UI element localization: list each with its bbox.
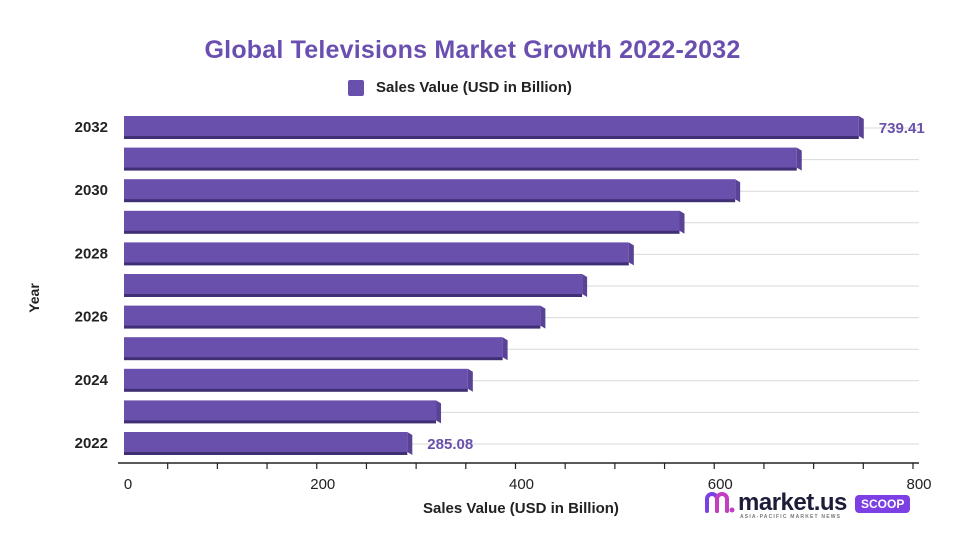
y-tick-label: 2022	[75, 435, 108, 452]
bar-2028	[124, 242, 629, 263]
logo-subtext: ASIA-PACIFIC MARKET NEWS	[740, 514, 842, 520]
bar-2031	[124, 147, 797, 168]
bar-shadow	[124, 324, 541, 329]
bar-shadow	[124, 198, 736, 203]
bar-end-2028	[628, 242, 634, 266]
bar-end-2031	[796, 147, 802, 171]
bar-2032	[124, 116, 859, 136]
y-axis-title: Year	[26, 283, 42, 313]
bar-end-2025	[502, 337, 508, 361]
y-tick-label: 2026	[75, 309, 108, 326]
bar-shadow	[124, 293, 583, 297]
x-tick-label: 200	[310, 476, 335, 493]
y-tick-label: 2028	[75, 245, 108, 262]
data-label: 285.08	[427, 436, 473, 453]
bar-2024	[124, 368, 468, 389]
bar-2023	[124, 400, 437, 421]
bar-end-2026	[540, 305, 546, 329]
chart-legend: Sales Value (USD in Billion)	[348, 79, 572, 96]
bar-2025	[124, 337, 503, 358]
bar-shadow	[124, 229, 680, 234]
bar-2027	[124, 274, 583, 294]
data-label: 739.41	[879, 120, 925, 137]
y-tick-label: 2024	[75, 372, 109, 389]
x-axis-title: Sales Value (USD in Billion)	[423, 500, 619, 517]
bar-end-2027	[582, 274, 588, 297]
bar-2030	[124, 179, 736, 200]
y-tick-label: 2030	[75, 182, 108, 199]
logo-badge: SCOOP	[855, 495, 911, 513]
bar-end-2024	[467, 368, 473, 392]
bar-end-2030	[735, 179, 741, 203]
x-tick-label: 600	[708, 476, 733, 493]
x-tick-label: 800	[906, 476, 931, 493]
bar-shadow	[124, 387, 468, 392]
x-tick-label: 400	[509, 476, 534, 493]
bar-end-2022	[407, 432, 413, 455]
bar-end-2029	[679, 210, 685, 234]
bar-shadow	[124, 356, 503, 361]
bar-end-2023	[436, 400, 442, 424]
legend-label: Sales Value (USD in Billion)	[376, 79, 572, 96]
bar-shadow	[124, 419, 437, 424]
x-tick-label: 0	[124, 476, 132, 493]
chart-title: Global Televisions Market Growth 2022-20…	[204, 36, 741, 64]
legend-swatch	[348, 79, 364, 96]
bar-shadow	[124, 166, 797, 171]
bar-end-2032	[858, 116, 864, 139]
bar-shadow	[124, 261, 629, 266]
bar-shadow	[124, 135, 859, 139]
y-tick-label: 2032	[75, 119, 108, 136]
market-us-logo-icon	[705, 492, 735, 513]
bar-2029	[124, 210, 680, 231]
logo-text: market.us	[738, 489, 847, 516]
bar-2026	[124, 305, 541, 326]
bar-shadow	[124, 451, 408, 455]
brand-logo: market.us SCOOP ASIA-PACIFIC MARKET NEWS	[703, 489, 928, 525]
bar-2022	[124, 432, 408, 452]
